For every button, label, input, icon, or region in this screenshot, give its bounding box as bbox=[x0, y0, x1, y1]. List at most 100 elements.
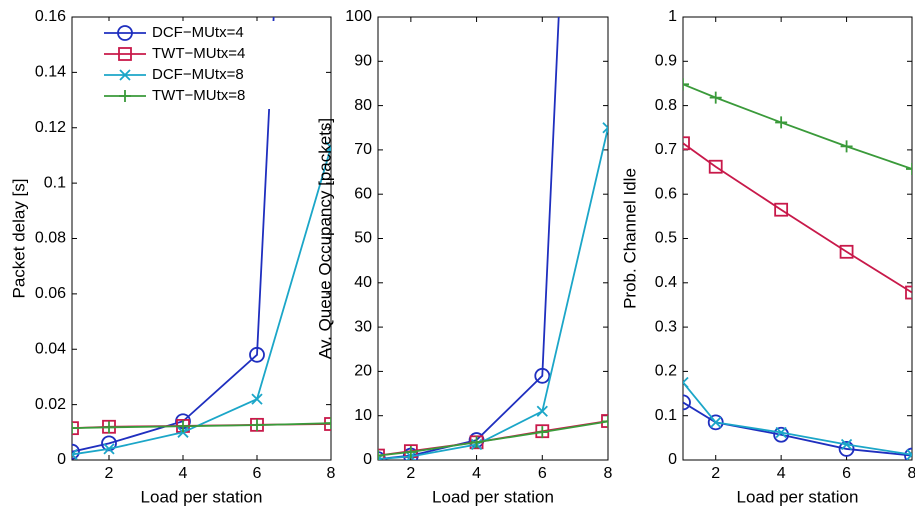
legend-label: TWT−MUtx=4 bbox=[152, 45, 245, 62]
x-tick-label: 2 bbox=[406, 465, 415, 482]
marker bbox=[72, 448, 78, 460]
y-tick-label: 10 bbox=[354, 407, 372, 424]
marker bbox=[904, 447, 912, 460]
marker bbox=[707, 414, 724, 431]
y-axis-label: Av. Queue Occupancy [packets] bbox=[315, 118, 334, 359]
x-tick-label: 4 bbox=[472, 465, 481, 482]
y-tick-label: 0.1 bbox=[44, 174, 66, 191]
y-tick-label: 70 bbox=[354, 141, 372, 158]
marker bbox=[101, 435, 117, 452]
marker bbox=[103, 443, 115, 455]
legend-label: DCF−MUtx=4 bbox=[152, 24, 244, 41]
y-tick-label: 0 bbox=[363, 451, 372, 468]
marker bbox=[118, 47, 132, 61]
legend-label: DCF−MUtx=8 bbox=[152, 66, 244, 83]
x-tick-label: 8 bbox=[327, 465, 336, 482]
marker bbox=[683, 394, 691, 411]
marker bbox=[249, 346, 265, 363]
marker bbox=[103, 421, 115, 434]
legend: DCF−MUtx=4 TWT−MUtx=4 DCF−MUtx=8 TWT−MUtx=8 bbox=[98, 21, 308, 109]
marker bbox=[536, 405, 548, 417]
marker bbox=[325, 141, 331, 153]
marker bbox=[710, 416, 722, 428]
marker bbox=[470, 436, 483, 449]
marker bbox=[683, 78, 689, 91]
series-line bbox=[683, 381, 912, 456]
y-tick-label: 40 bbox=[354, 274, 372, 291]
marker bbox=[536, 426, 549, 439]
x-tick-label: 6 bbox=[538, 465, 547, 482]
y-tick-label: 0.7 bbox=[655, 141, 677, 158]
x-axis-label: Load per station bbox=[141, 487, 263, 506]
x-tick-label: 4 bbox=[179, 465, 188, 482]
marker bbox=[840, 438, 853, 451]
marker bbox=[177, 426, 189, 438]
x-tick-label: 2 bbox=[711, 465, 720, 482]
marker bbox=[72, 443, 80, 460]
y-tick-label: 0.06 bbox=[35, 285, 66, 302]
series-line bbox=[72, 146, 331, 456]
marker bbox=[325, 417, 331, 430]
x-tick-label: 2 bbox=[105, 465, 114, 482]
marker bbox=[251, 393, 263, 405]
marker bbox=[838, 441, 855, 457]
y-tick-label: 30 bbox=[354, 318, 372, 335]
y-tick-label: 0.1 bbox=[655, 407, 677, 424]
y-tick-label: 0.08 bbox=[35, 230, 66, 247]
marker bbox=[119, 90, 131, 102]
legend-marker bbox=[119, 90, 131, 102]
y-tick-label: 0.02 bbox=[35, 396, 66, 413]
series-line bbox=[378, 127, 608, 460]
data-area bbox=[683, 78, 912, 460]
data-area bbox=[378, 17, 608, 460]
y-tick-label: 0 bbox=[57, 451, 66, 468]
y-tick-label: 20 bbox=[354, 363, 372, 380]
y-tick-label: 1 bbox=[668, 8, 677, 25]
marker bbox=[602, 122, 608, 134]
marker bbox=[683, 136, 690, 151]
marker bbox=[708, 159, 723, 174]
x-tick-label: 4 bbox=[777, 465, 786, 482]
y-tick-label: 0.14 bbox=[35, 64, 66, 81]
panel: 0 0.1 0.2 0.3 0.4 0.5 0.6 0.7 0.8 0.9 1 2 4 6 8 Load pe… bbox=[620, 8, 915, 506]
y-tick-label: 0.5 bbox=[655, 230, 677, 247]
y-tick-label: 80 bbox=[354, 97, 372, 114]
marker bbox=[378, 449, 384, 460]
marker bbox=[840, 140, 853, 153]
y-tick-label: 0.8 bbox=[655, 97, 677, 114]
legend-box bbox=[98, 21, 308, 109]
marker bbox=[839, 244, 854, 259]
legend-marker bbox=[117, 25, 133, 41]
y-tick-label: 0.16 bbox=[35, 8, 66, 25]
marker bbox=[774, 202, 789, 217]
marker bbox=[117, 25, 133, 41]
data-area bbox=[72, 17, 331, 460]
marker bbox=[683, 376, 689, 389]
y-axis-label: Packet delay [s] bbox=[9, 178, 28, 298]
series-line bbox=[683, 142, 912, 294]
x-tick-label: 8 bbox=[908, 465, 915, 482]
marker bbox=[905, 285, 912, 300]
y-tick-label: 60 bbox=[354, 185, 372, 202]
marker bbox=[602, 415, 608, 428]
series-line bbox=[683, 401, 912, 457]
x-tick-label: 6 bbox=[842, 465, 851, 482]
y-tick-label: 0.12 bbox=[35, 119, 66, 136]
legend-marker bbox=[118, 47, 132, 61]
plot-frame bbox=[377, 16, 609, 461]
x-tick-label: 8 bbox=[604, 465, 613, 482]
y-tick-label: 0.9 bbox=[655, 53, 677, 70]
marker bbox=[709, 91, 722, 104]
y-tick-label: 0.2 bbox=[655, 363, 677, 380]
legend-label: TWT−MUtx=8 bbox=[152, 87, 245, 104]
y-tick-label: 0.3 bbox=[655, 318, 677, 335]
y-tick-label: 50 bbox=[354, 230, 372, 247]
y-tick-label: 0.6 bbox=[655, 185, 677, 202]
marker bbox=[72, 422, 78, 435]
marker bbox=[404, 446, 417, 459]
x-axis-label: Load per station bbox=[432, 487, 554, 506]
marker bbox=[906, 449, 912, 460]
marker bbox=[119, 69, 131, 81]
y-tick-label: 100 bbox=[345, 8, 372, 25]
x-axis-label: Load per station bbox=[737, 487, 859, 506]
